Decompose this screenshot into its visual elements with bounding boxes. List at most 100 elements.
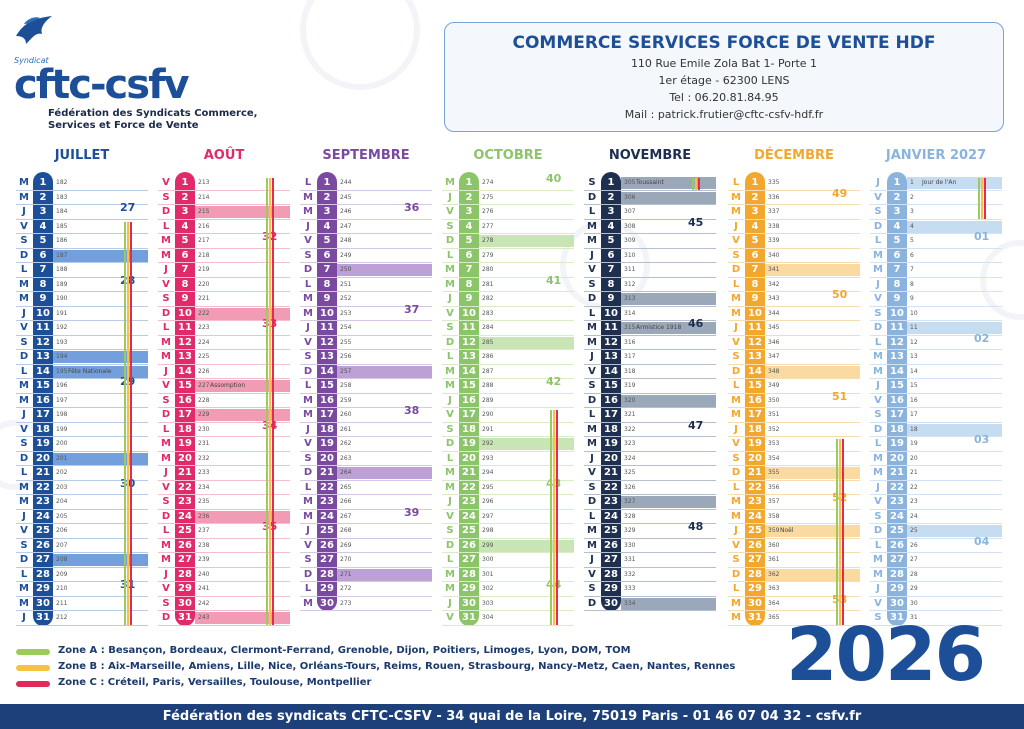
day-letter: L (446, 249, 454, 261)
day-row: M 31 365 (728, 611, 860, 626)
day-letter: L (732, 177, 740, 188)
day-of-year: 322 (624, 425, 636, 433)
day-number: 20 (604, 452, 618, 464)
day-letter: D (303, 568, 313, 580)
day-letter: V (20, 220, 28, 232)
day-of-year: 326 (624, 483, 636, 491)
day-number: 31 (748, 612, 762, 623)
day-row: M 25 329 (584, 524, 716, 539)
day-letter: J (590, 249, 594, 261)
day-row: M 29 302 (442, 582, 574, 597)
day-row: L 28 209 (16, 568, 148, 582)
day-of-year: 6 (910, 251, 914, 259)
day-row: S 26 207 (16, 539, 148, 553)
day-number: 3 (751, 206, 759, 217)
day-of-year: 351 (768, 411, 780, 418)
day-letter: V (162, 177, 170, 188)
day-letter: S (874, 307, 882, 319)
day-of-year: 289 (482, 396, 494, 404)
day-number: 3 (893, 206, 901, 217)
day-letter: M (161, 249, 171, 261)
day-number: 17 (604, 409, 618, 420)
day-number: 18 (320, 423, 334, 435)
day-row: S 9 221 (158, 292, 290, 307)
day-letter: V (874, 191, 882, 203)
day-of-year: 290 (482, 411, 494, 418)
day-letter: D (161, 307, 171, 319)
day-number: 27 (36, 554, 50, 565)
day-of-year: 235 (198, 498, 210, 505)
day-letter: M (731, 496, 741, 507)
day-letter: M (445, 264, 455, 275)
day-number: 16 (178, 394, 192, 406)
day-number: 29 (36, 583, 50, 594)
day-number: 4 (607, 220, 615, 232)
day-number: 13 (462, 351, 476, 362)
day-of-year: 248 (340, 237, 352, 244)
day-letter: S (304, 351, 312, 362)
day-letter: L (304, 177, 312, 188)
legend-zone-b-text: Zone B : Aix-Marseille, Amiens, Lille, N… (58, 661, 736, 672)
day-number: 11 (178, 322, 192, 333)
day-of-year: 261 (340, 425, 352, 433)
day-of-year: 236 (198, 512, 210, 520)
day-of-year: 317 (624, 353, 636, 360)
day-of-year: 203 (56, 483, 68, 491)
day-of-year: 210 (56, 585, 68, 592)
day-highlight (907, 423, 1002, 436)
day-of-year: 256 (340, 353, 352, 360)
day-number: 15 (604, 380, 618, 391)
day-of-year: 301 (482, 570, 494, 578)
day-of-year: 223 (198, 324, 210, 331)
day-letter: M (873, 452, 883, 464)
week-number: 02 (974, 331, 990, 345)
day-of-year: 363 (768, 585, 780, 592)
day-of-year: 316 (624, 338, 636, 346)
day-number: 18 (890, 423, 904, 435)
day-of-year: 244 (340, 179, 352, 186)
day-number: 23 (604, 496, 618, 507)
day-of-year: 311 (624, 266, 636, 273)
day-letter: M (303, 597, 313, 609)
day-letter: J (876, 278, 880, 290)
day-letter: M (873, 554, 883, 565)
day-number: 3 (181, 206, 189, 217)
day-letter: M (587, 235, 597, 246)
day-of-year: 297 (482, 512, 494, 520)
day-number: 6 (893, 249, 901, 261)
day-letter: D (19, 249, 29, 261)
day-letter: M (161, 336, 171, 348)
month-day-pill (601, 172, 621, 611)
day-of-year: 215 (198, 208, 210, 215)
day-letter: J (734, 220, 738, 232)
day-highlight (907, 322, 1002, 334)
day-letter: M (161, 235, 171, 246)
day-number: 21 (462, 467, 476, 478)
day-of-year: 335 (768, 179, 780, 186)
day-number: 10 (36, 307, 50, 319)
day-number: 2 (39, 191, 47, 203)
day-number: 29 (462, 583, 476, 594)
day-number: 25 (320, 525, 334, 536)
day-letter: M (445, 583, 455, 594)
day-row: M 28 301 (442, 568, 574, 582)
day-of-year: 194 (56, 353, 68, 360)
day-of-year: 287 (482, 367, 494, 375)
day-letter: M (873, 351, 883, 362)
day-of-year: 320 (624, 396, 636, 404)
day-letter: L (162, 525, 170, 536)
day-of-year: 199 (56, 425, 68, 433)
day-number: 16 (36, 394, 50, 406)
day-of-year: 4 (910, 222, 914, 230)
day-of-year: 267 (340, 512, 352, 520)
day-number: 3 (465, 206, 473, 217)
day-of-year: 14 (910, 367, 918, 375)
day-of-year: 204 (56, 498, 68, 505)
day-number: 18 (748, 423, 762, 435)
day-number: 19 (462, 438, 476, 449)
day-letter: V (874, 496, 882, 507)
day-number: 17 (178, 409, 192, 420)
day-number: 5 (751, 235, 759, 246)
